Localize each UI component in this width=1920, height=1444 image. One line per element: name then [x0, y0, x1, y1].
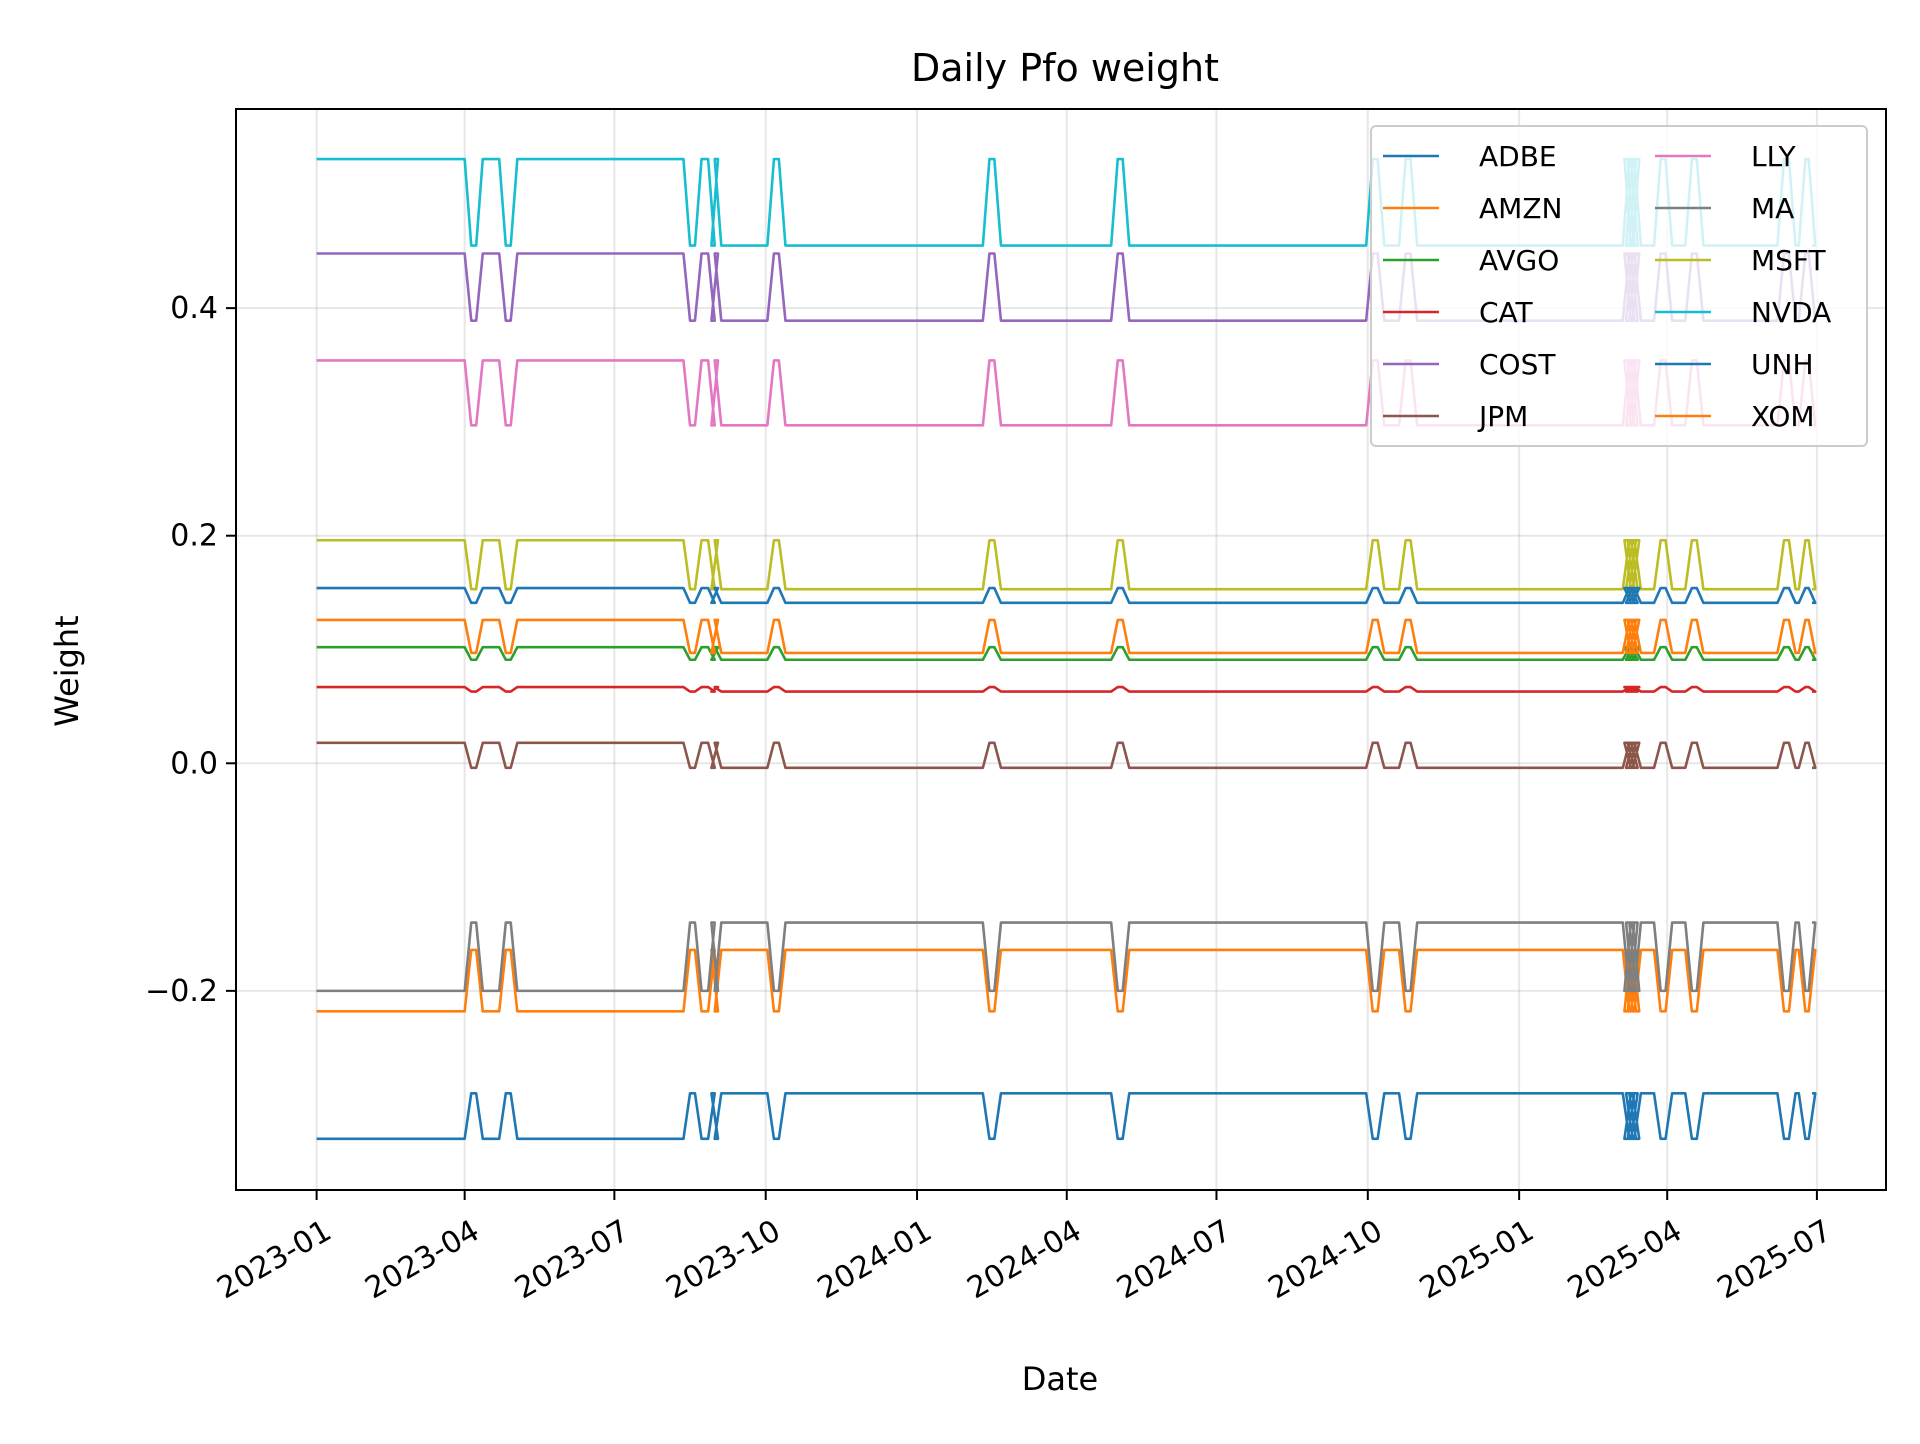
series-line-avgo — [316, 645, 1817, 662]
chart-title: Daily Pfo weight — [911, 46, 1219, 90]
legend-box — [1370, 125, 1868, 447]
legend-label-unh: UNH — [1751, 348, 1814, 381]
legend-label-cost: COST — [1479, 348, 1556, 381]
legend-label-lly: LLY — [1751, 140, 1796, 173]
y-tick-label: 0.0 — [170, 746, 218, 781]
series-line-jpm — [316, 741, 1817, 770]
legend-label-adbe: ADBE — [1479, 140, 1557, 173]
legend: ADBE AMZN AVGO CAT COST JPM LLY MA MSFT NVDA UNH XO… — [1370, 125, 1868, 447]
series-line-unh — [316, 586, 1817, 605]
plot-frame — [235, 108, 1887, 1191]
y-tick-label: 0.2 — [170, 519, 218, 554]
series-line-cat — [316, 685, 1817, 693]
x-axis-label: Date — [1022, 1360, 1098, 1398]
series-line-msft — [316, 538, 1817, 591]
legend-label-cat: CAT — [1479, 296, 1534, 329]
y-tick-label: −0.2 — [145, 974, 218, 1009]
legend-label-nvda: NVDA — [1751, 296, 1831, 329]
legend-label-avgo: AVGO — [1479, 244, 1559, 277]
y-tick-label: 0.4 — [170, 291, 218, 326]
legend-label-amzn: AMZN — [1479, 192, 1562, 225]
legend-label-ma: MA — [1751, 192, 1794, 225]
legend-label-jpm: JPM — [1477, 400, 1528, 433]
legend-label-msft: MSFT — [1751, 244, 1827, 277]
y-axis-label: Weight — [48, 615, 86, 726]
legend-label-xom: XOM — [1751, 400, 1815, 433]
series-line-ma — [316, 921, 1817, 993]
series-line-xom — [316, 618, 1817, 655]
series-line-adbe — [316, 1091, 1817, 1141]
series-line-amzn — [316, 948, 1817, 1013]
